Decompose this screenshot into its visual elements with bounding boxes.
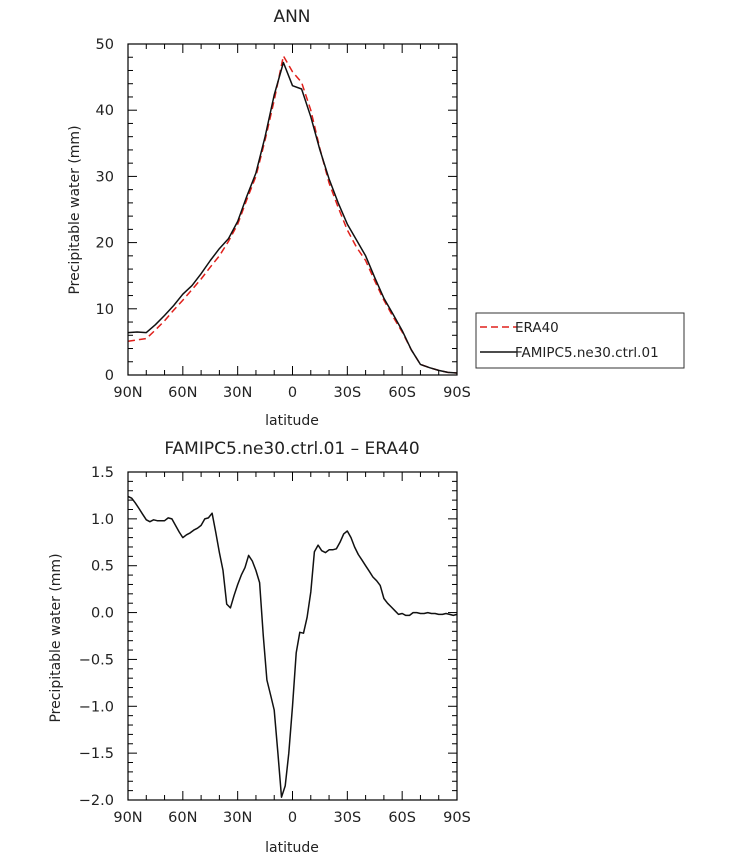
bottom-panel-frame bbox=[127, 471, 458, 801]
top-panel-x-label: latitude bbox=[265, 413, 319, 429]
top-x-tick-label: 60N bbox=[168, 385, 197, 401]
top-x-tick-label: 90S bbox=[443, 385, 471, 401]
legend-box bbox=[475, 312, 685, 369]
bottom-y-tick-label: −2.0 bbox=[79, 793, 114, 809]
bottom-line-series-0 bbox=[127, 495, 458, 798]
top-y-tick-label: 20 bbox=[96, 236, 114, 252]
bottom-panel-series bbox=[127, 495, 458, 798]
top-y-tick-label: 50 bbox=[96, 37, 114, 53]
bottom-y-tick-label: 1.0 bbox=[91, 512, 114, 528]
top-x-tick-label: 0 bbox=[288, 385, 297, 401]
top-panel: ANN 90N 60N 30N 0 30S 60S 90S 0 10 20 30 40 50 latit… bbox=[67, 7, 471, 429]
bottom-x-tick-label: 60N bbox=[168, 810, 197, 826]
bottom-x-tick-label: 90N bbox=[113, 810, 142, 826]
top-x-tick-label: 90N bbox=[113, 385, 142, 401]
bottom-y-tick-label: 0.5 bbox=[91, 559, 114, 575]
bottom-panel-y-label: Precipitable water (mm) bbox=[48, 553, 64, 722]
bottom-x-tick-label: 30N bbox=[223, 810, 252, 826]
top-line-era40 bbox=[127, 55, 458, 374]
top-line-famipc5-ne30-ctrl-01 bbox=[127, 61, 458, 374]
bottom-y-tick-label: −1.0 bbox=[79, 699, 114, 715]
bottom-x-tick-label: 60S bbox=[388, 810, 416, 826]
legend-label-era40: ERA40 bbox=[515, 320, 559, 336]
top-panel-series bbox=[127, 55, 458, 374]
bottom-y-tick-label: 0.0 bbox=[91, 606, 114, 622]
top-y-tick-label: 10 bbox=[96, 302, 114, 318]
top-x-tick-label: 30S bbox=[334, 385, 362, 401]
bottom-x-tick-label: 90S bbox=[443, 810, 471, 826]
top-panel-frame bbox=[127, 43, 458, 376]
top-y-tick-label: 0 bbox=[105, 368, 114, 384]
top-y-tick-label: 30 bbox=[96, 169, 114, 185]
bottom-y-tick-label: 1.5 bbox=[91, 465, 114, 481]
bottom-panel-x-label: latitude bbox=[265, 840, 319, 856]
bottom-y-tick-label: −0.5 bbox=[79, 652, 114, 668]
bottom-panel: FAMIPC5.ne30.ctrl.01 – ERA40 90N 60N 30N 0 3… bbox=[48, 439, 471, 856]
top-x-tick-label: 30N bbox=[223, 385, 252, 401]
bottom-y-tick-label: −1.5 bbox=[79, 746, 114, 762]
legend-label-famipc5: FAMIPC5.ne30.ctrl.01 bbox=[515, 345, 659, 361]
bottom-x-tick-label: 30S bbox=[334, 810, 362, 826]
bottom-x-tick-label: 0 bbox=[288, 810, 297, 826]
legend: ERA40 FAMIPC5.ne30.ctrl.01 bbox=[475, 312, 685, 369]
bottom-panel-ticks: 90N 60N 30N 0 30S 60S 90S −2.0 −1.5 −1.0 −0.5 0.0 0.… bbox=[79, 465, 471, 826]
top-panel-ticks: 90N 60N 30N 0 30S 60S 90S 0 10 20 30 40 50 bbox=[96, 37, 471, 401]
bottom-panel-title: FAMIPC5.ne30.ctrl.01 – ERA40 bbox=[164, 439, 419, 459]
top-panel-y-label: Precipitable water (mm) bbox=[67, 125, 83, 294]
top-y-tick-label: 40 bbox=[96, 103, 114, 119]
top-panel-title: ANN bbox=[273, 7, 310, 27]
top-x-tick-label: 60S bbox=[388, 385, 416, 401]
